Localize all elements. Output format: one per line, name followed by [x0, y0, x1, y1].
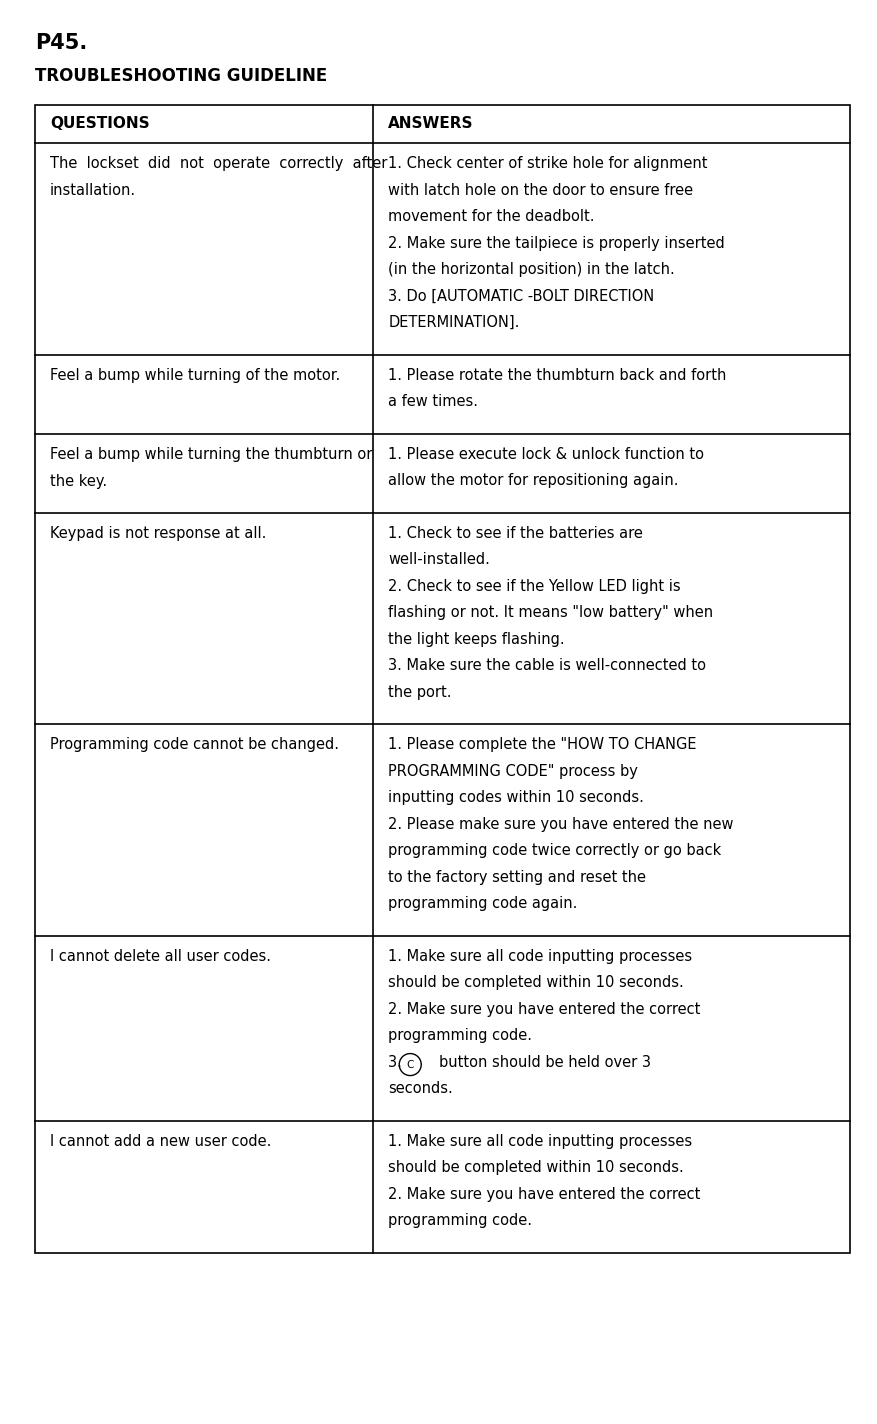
Text: to the factory setting and reset the: to the factory setting and reset the	[389, 870, 646, 884]
Text: well-installed.: well-installed.	[389, 553, 490, 567]
Text: QUESTIONS: QUESTIONS	[50, 117, 150, 131]
Text: programming code.: programming code.	[389, 1028, 532, 1042]
Text: PROGRAMMING CODE" process by: PROGRAMMING CODE" process by	[389, 763, 638, 779]
Text: 1. Make sure all code inputting processes: 1. Make sure all code inputting processe…	[389, 948, 692, 964]
Text: should be completed within 10 seconds.: should be completed within 10 seconds.	[389, 975, 684, 990]
Text: TROUBLESHOOTING GUIDELINE: TROUBLESHOOTING GUIDELINE	[35, 67, 327, 85]
Text: programming code.: programming code.	[389, 1213, 532, 1227]
Text: P45.: P45.	[35, 33, 87, 53]
Text: The  lockset  did  not  operate  correctly  after
installation.: The lockset did not operate correctly af…	[50, 157, 388, 198]
Text: (in the horizontal position) in the latch.: (in the horizontal position) in the latc…	[389, 262, 675, 278]
Text: movement for the deadbolt.: movement for the deadbolt.	[389, 209, 595, 224]
Text: 2. Make sure the tailpiece is properly inserted: 2. Make sure the tailpiece is properly i…	[389, 235, 725, 251]
Text: 3. Make sure the cable is well-connected to: 3. Make sure the cable is well-connected…	[389, 658, 706, 674]
Text: button should be held over 3: button should be held over 3	[439, 1055, 652, 1069]
Text: programming code again.: programming code again.	[389, 896, 578, 911]
Text: with latch hole on the door to ensure free: with latch hole on the door to ensure fr…	[389, 182, 694, 198]
Text: 3. Do [AUTOMATIC -BOLT DIRECTION: 3. Do [AUTOMATIC -BOLT DIRECTION	[389, 289, 654, 303]
Text: the light keeps flashing.: the light keeps flashing.	[389, 631, 565, 646]
Text: a few times.: a few times.	[389, 394, 478, 409]
Text: 1. Please rotate the thumbturn back and forth: 1. Please rotate the thumbturn back and …	[389, 367, 727, 383]
Text: 2. Please make sure you have entered the new: 2. Please make sure you have entered the…	[389, 816, 734, 832]
Text: allow the motor for repositioning again.: allow the motor for repositioning again.	[389, 473, 679, 488]
Text: 2. Check to see if the Yellow LED light is: 2. Check to see if the Yellow LED light …	[389, 578, 681, 594]
Text: C: C	[407, 1059, 414, 1069]
Text: 3.: 3.	[389, 1055, 407, 1069]
Text: DETERMINATION].: DETERMINATION].	[389, 315, 519, 330]
Text: inputting codes within 10 seconds.: inputting codes within 10 seconds.	[389, 790, 644, 805]
Text: ANSWERS: ANSWERS	[389, 117, 474, 131]
Text: 2. Make sure you have entered the correct: 2. Make sure you have entered the correc…	[389, 1186, 701, 1202]
Text: 1. Make sure all code inputting processes: 1. Make sure all code inputting processe…	[389, 1134, 692, 1149]
Text: Keypad is not response at all.: Keypad is not response at all.	[50, 525, 267, 541]
Text: Feel a bump while turning of the motor.: Feel a bump while turning of the motor.	[50, 367, 340, 383]
Text: 2. Make sure you have entered the correct: 2. Make sure you have entered the correc…	[389, 1001, 701, 1017]
Text: Programming code cannot be changed.: Programming code cannot be changed.	[50, 738, 339, 752]
Text: programming code twice correctly or go back: programming code twice correctly or go b…	[389, 843, 722, 859]
Text: flashing or not. It means "low battery" when: flashing or not. It means "low battery" …	[389, 605, 713, 619]
Bar	[35, 105, 850, 1253]
Text: I cannot add a new user code.: I cannot add a new user code.	[50, 1134, 271, 1149]
Text: 1. Please execute lock & unlock function to: 1. Please execute lock & unlock function…	[389, 447, 704, 461]
Text: Feel a bump while turning the thumbturn or
the key.: Feel a bump while turning the thumbturn …	[50, 447, 373, 488]
Text: 1. Check center of strike hole for alignment: 1. Check center of strike hole for align…	[389, 157, 708, 171]
Text: seconds.: seconds.	[389, 1081, 453, 1096]
Text: should be completed within 10 seconds.: should be completed within 10 seconds.	[389, 1161, 684, 1175]
Text: 1. Please complete the "HOW TO CHANGE: 1. Please complete the "HOW TO CHANGE	[389, 738, 696, 752]
Text: the port.: the port.	[389, 685, 452, 699]
Text: 1. Check to see if the batteries are: 1. Check to see if the batteries are	[389, 525, 643, 541]
Text: I cannot delete all user codes.: I cannot delete all user codes.	[50, 948, 271, 964]
